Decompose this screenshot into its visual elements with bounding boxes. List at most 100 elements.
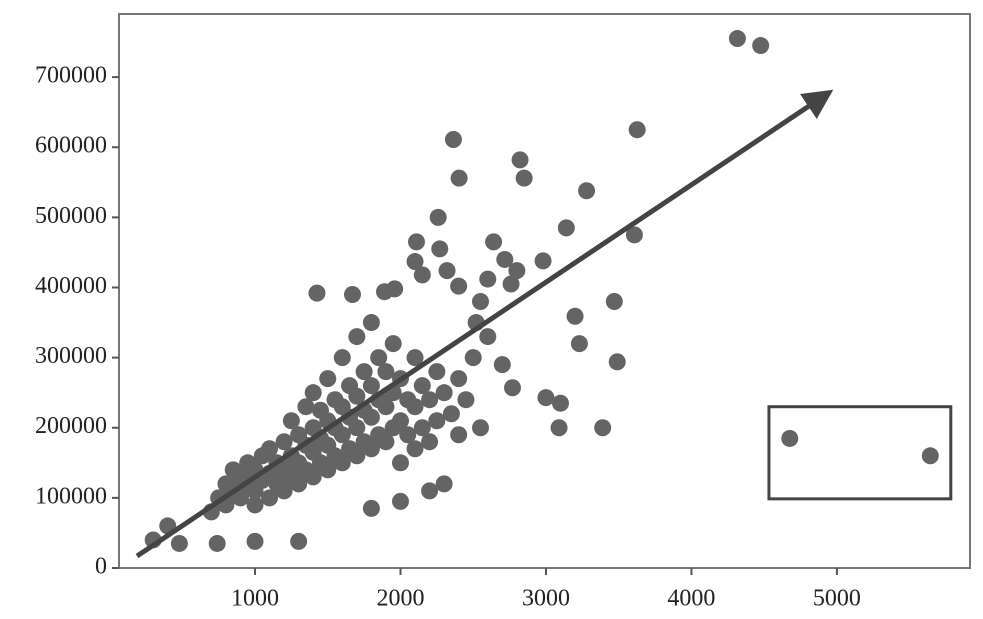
point xyxy=(450,277,468,295)
point xyxy=(496,250,514,268)
point xyxy=(435,475,453,493)
point xyxy=(413,419,431,437)
point xyxy=(319,461,337,479)
point xyxy=(557,219,575,237)
point xyxy=(304,384,322,402)
x-tick-label: 4000 xyxy=(667,586,715,612)
point xyxy=(421,433,439,451)
point xyxy=(377,398,395,416)
point xyxy=(391,492,409,510)
point xyxy=(362,499,380,517)
point xyxy=(566,307,584,325)
point xyxy=(319,370,337,388)
point xyxy=(608,353,626,371)
point xyxy=(246,496,264,514)
point xyxy=(552,394,570,412)
point xyxy=(362,408,380,426)
point xyxy=(502,275,520,293)
y-tick-label: 500000 xyxy=(35,203,107,229)
point xyxy=(362,440,380,458)
point xyxy=(261,440,279,458)
point xyxy=(343,286,361,304)
point xyxy=(413,266,431,284)
point xyxy=(384,335,402,353)
point xyxy=(550,419,568,437)
y-tick-label: 600000 xyxy=(35,133,107,159)
point xyxy=(570,335,588,353)
point xyxy=(578,182,596,200)
point xyxy=(438,262,456,280)
point xyxy=(442,405,460,423)
point xyxy=(362,377,380,395)
point xyxy=(503,379,521,397)
point xyxy=(471,419,489,437)
point xyxy=(290,532,308,550)
x-tick-label: 5000 xyxy=(813,586,861,612)
y-tick-label: 400000 xyxy=(35,273,107,299)
point xyxy=(493,356,511,374)
point xyxy=(231,489,249,507)
point xyxy=(413,377,431,395)
point xyxy=(391,412,409,430)
x-tick-label: 1000 xyxy=(231,586,279,612)
point xyxy=(333,454,351,472)
point xyxy=(407,233,425,251)
point xyxy=(605,293,623,311)
point xyxy=(464,349,482,367)
y-tick-label: 0 xyxy=(95,554,107,580)
point xyxy=(246,532,264,550)
point xyxy=(333,349,351,367)
point xyxy=(348,419,366,437)
point xyxy=(333,426,351,444)
point xyxy=(304,468,322,486)
point xyxy=(752,37,770,55)
x-tick-label: 3000 xyxy=(522,586,570,612)
point xyxy=(628,121,646,139)
y-tick-label: 700000 xyxy=(35,63,107,89)
point xyxy=(781,429,799,447)
point xyxy=(377,433,395,451)
point xyxy=(435,384,453,402)
point xyxy=(534,252,552,270)
point xyxy=(297,398,315,416)
point xyxy=(362,314,380,332)
point xyxy=(428,363,446,381)
y-tick-label: 200000 xyxy=(35,413,107,439)
point xyxy=(399,426,417,444)
point xyxy=(406,398,424,416)
point xyxy=(208,534,226,552)
point xyxy=(515,169,533,187)
point xyxy=(594,419,612,437)
point xyxy=(308,284,326,302)
point xyxy=(370,349,388,367)
point xyxy=(511,151,529,169)
point xyxy=(406,349,424,367)
y-tick-label: 300000 xyxy=(35,343,107,369)
point xyxy=(479,270,497,288)
point xyxy=(457,391,475,409)
point xyxy=(450,169,468,187)
point xyxy=(290,475,308,493)
point xyxy=(508,262,526,280)
point xyxy=(429,208,447,226)
point xyxy=(406,253,424,271)
point xyxy=(921,447,939,465)
y-tick-label: 100000 xyxy=(35,483,107,509)
point xyxy=(386,280,404,298)
point xyxy=(428,412,446,430)
point xyxy=(391,454,409,472)
point xyxy=(431,240,449,258)
point xyxy=(406,440,424,458)
point xyxy=(537,389,555,407)
point xyxy=(348,328,366,346)
point xyxy=(421,391,439,409)
point xyxy=(450,426,468,444)
point xyxy=(485,233,503,251)
point xyxy=(170,534,188,552)
point xyxy=(479,328,497,346)
point xyxy=(625,226,643,244)
trend-arrow xyxy=(135,89,834,559)
point xyxy=(275,433,293,451)
point xyxy=(450,370,468,388)
